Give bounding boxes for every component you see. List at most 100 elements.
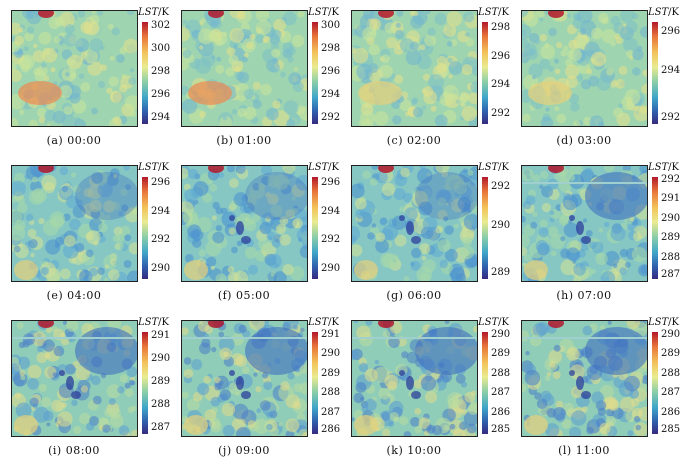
- texture-blob: [215, 273, 227, 281]
- texture-blob: [27, 228, 37, 238]
- texture-blob: [524, 12, 538, 27]
- texture-blob: [463, 411, 477, 426]
- colorbar-tick-label: 294: [321, 205, 341, 217]
- texture-blob: [79, 413, 91, 425]
- texture-blob: [599, 422, 611, 435]
- texture-blob: [69, 92, 81, 104]
- texture-blob: [187, 398, 200, 412]
- texture-blob: [243, 106, 257, 120]
- texture-blob: [32, 176, 38, 183]
- hotspot: [378, 321, 394, 328]
- texture-blob: [123, 166, 130, 171]
- texture-blob: [92, 395, 102, 405]
- cool-region: [245, 172, 307, 220]
- texture-blob: [297, 106, 307, 120]
- texture-blob: [52, 110, 66, 124]
- texture-blob: [394, 234, 407, 247]
- texture-blob: [530, 221, 538, 229]
- texture-blob: [210, 396, 221, 407]
- texture-blob: [282, 264, 294, 276]
- texture-blob: [252, 99, 262, 109]
- texture-blob: [633, 106, 647, 122]
- cold-spot: [229, 370, 235, 376]
- lst-map-image: [522, 321, 647, 436]
- colorbar-tick-label: 288: [151, 399, 171, 411]
- texture-blob: [443, 216, 449, 222]
- texture-blob: [12, 363, 20, 375]
- texture-blob: [118, 425, 130, 436]
- colorbar-tick-label: 298: [321, 42, 341, 54]
- cold-spot: [399, 215, 405, 221]
- texture-blob: [536, 398, 548, 410]
- texture-blob: [586, 68, 593, 75]
- texture-blob: [624, 261, 631, 268]
- texture-blob: [219, 116, 233, 126]
- texture-blob: [375, 232, 386, 242]
- cold-spot: [236, 376, 244, 390]
- lst-map: [11, 320, 138, 437]
- colorbar-tick-label: 290: [661, 212, 681, 224]
- cold-spot: [576, 376, 584, 390]
- texture-blob: [549, 210, 555, 216]
- colorbar: [652, 22, 658, 124]
- texture-blob: [221, 402, 236, 417]
- texture-blob: [394, 74, 404, 84]
- texture-blob: [368, 63, 379, 74]
- texture-blob: [278, 422, 283, 427]
- texture-blob: [353, 321, 359, 324]
- texture-blob: [388, 336, 400, 348]
- texture-blob: [561, 418, 572, 429]
- texture-blob: [29, 397, 39, 407]
- texture-blob: [109, 407, 121, 419]
- texture-blob: [411, 247, 422, 259]
- texture-blob: [249, 33, 256, 40]
- texture-blob: [266, 231, 276, 241]
- lst-map: [351, 320, 478, 437]
- lst-map-image: [352, 321, 477, 436]
- texture-blob: [60, 332, 66, 338]
- texture-blob: [618, 65, 628, 75]
- texture-blob: [80, 82, 91, 92]
- texture-blob: [28, 239, 38, 249]
- texture-blob: [544, 375, 551, 381]
- texture-blob: [562, 194, 579, 211]
- texture-blob: [288, 72, 302, 86]
- cold-spot: [569, 215, 575, 221]
- texture-blob: [108, 398, 116, 406]
- colorbar-tick-label: 292: [661, 174, 681, 186]
- texture-blob: [198, 249, 206, 257]
- texture-blob: [38, 218, 45, 225]
- texture-blob: [51, 399, 64, 412]
- texture-blob: [456, 273, 467, 281]
- texture-blob: [275, 224, 287, 235]
- lst-map-image: [522, 11, 647, 126]
- texture-blob: [198, 45, 204, 50]
- panel-caption: (g) 06:00: [386, 289, 442, 302]
- texture-blob: [436, 62, 448, 74]
- texture-blob: [539, 184, 544, 189]
- texture-blob: [187, 224, 202, 239]
- texture-blob: [91, 375, 101, 386]
- texture-blob: [639, 26, 647, 38]
- texture-blob: [522, 168, 534, 182]
- colorbar-tick-label: 291: [661, 193, 681, 205]
- colorbar-tick-label: 292: [491, 181, 511, 193]
- texture-blob: [615, 36, 623, 44]
- lst-map-image: [12, 166, 137, 281]
- texture-blob: [291, 34, 305, 48]
- texture-blob: [38, 31, 52, 45]
- texture-blob: [227, 266, 235, 273]
- texture-blob: [105, 214, 111, 220]
- texture-blob: [89, 199, 102, 213]
- texture-blob: [14, 392, 22, 399]
- texture-blob: [601, 29, 616, 44]
- hotspot: [208, 166, 224, 173]
- texture-blob: [80, 385, 89, 393]
- texture-blob: [522, 113, 531, 123]
- colorbar-tick-label: 290: [491, 329, 511, 341]
- lst-map: [181, 320, 308, 437]
- texture-blob: [637, 383, 647, 393]
- texture-blob: [27, 377, 39, 390]
- lst-map: [351, 10, 478, 127]
- cold-spot: [236, 221, 244, 235]
